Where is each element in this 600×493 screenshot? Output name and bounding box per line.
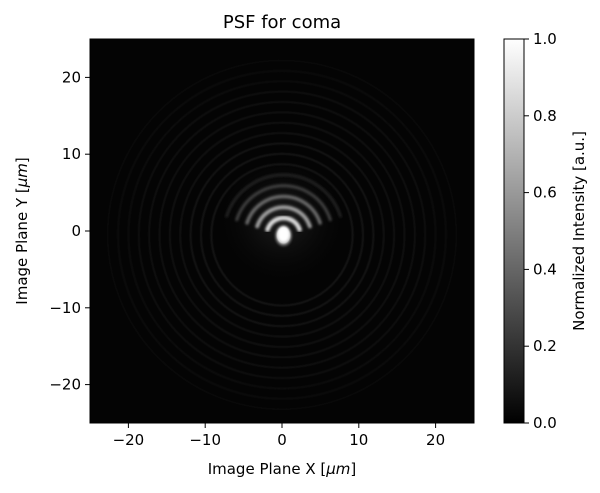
coma-arc	[235, 184, 332, 222]
x-axis-label-close: ]	[350, 460, 356, 478]
colorbar-ticks: 0.0 0.2 0.4 0.6 0.8 1.0	[524, 30, 557, 432]
faint-ring	[106, 59, 458, 410]
y-tick-label: −20	[49, 376, 81, 394]
y-tick-label: −10	[49, 299, 81, 317]
psf-peak-core	[277, 226, 290, 242]
x-axis-label-text: Image Plane X [	[208, 460, 327, 478]
y-axis-ticks: −20 −10 0 10 20	[49, 68, 90, 394]
faint-ring	[158, 111, 406, 359]
colorbar-tick-label: 0.8	[533, 107, 557, 125]
coma-arc	[245, 194, 322, 225]
faint-ring	[127, 80, 437, 390]
x-axis-ticks: −20 −10 0 10 20	[113, 423, 445, 449]
colorbar-tick-label: 0.0	[533, 414, 557, 432]
faint-ring	[189, 142, 375, 328]
coma-arc	[225, 173, 342, 218]
y-axis-label-unit: μm	[13, 163, 31, 188]
colorbar-label: Normalized Intensity [a.u.]	[570, 131, 588, 331]
chart-title: PSF for coma	[223, 12, 341, 33]
colorbar-tick-label: 0.2	[533, 337, 557, 355]
y-axis-label-text: Image Plane Y [	[13, 187, 31, 304]
coma-arc	[265, 215, 302, 232]
x-tick-label: 0	[277, 431, 287, 449]
x-tick-label: −10	[189, 431, 221, 449]
y-axis-label-close: ]	[13, 157, 31, 163]
coma-arc	[255, 205, 312, 229]
y-axis-label: Image Plane Y [μm]	[13, 157, 31, 304]
colorbar-gradient	[503, 38, 525, 424]
y-tick-label: 20	[62, 68, 81, 86]
colorbar-tick-label: 0.4	[533, 260, 557, 278]
psf-image	[106, 59, 458, 410]
x-tick-label: 20	[426, 431, 445, 449]
y-tick-label: 0	[71, 222, 81, 240]
x-axis-label-unit: μm	[325, 460, 350, 478]
x-tick-label: −20	[113, 431, 145, 449]
faint-ring	[137, 90, 427, 379]
faint-ring	[179, 132, 385, 338]
faint-ring	[148, 101, 416, 369]
colorbar: 0.0 0.2 0.4 0.6 0.8 1.0 Normalized Intensity …	[503, 30, 588, 432]
colorbar-tick-label: 1.0	[533, 30, 557, 48]
x-tick-label: 10	[349, 431, 368, 449]
colorbar-tick-label: 0.6	[533, 184, 557, 202]
x-axis-label: Image Plane X [μm]	[208, 460, 357, 478]
faint-ring	[117, 70, 447, 400]
faint-ring	[169, 121, 395, 348]
y-tick-label: 10	[62, 145, 81, 163]
plot-area	[89, 38, 475, 424]
